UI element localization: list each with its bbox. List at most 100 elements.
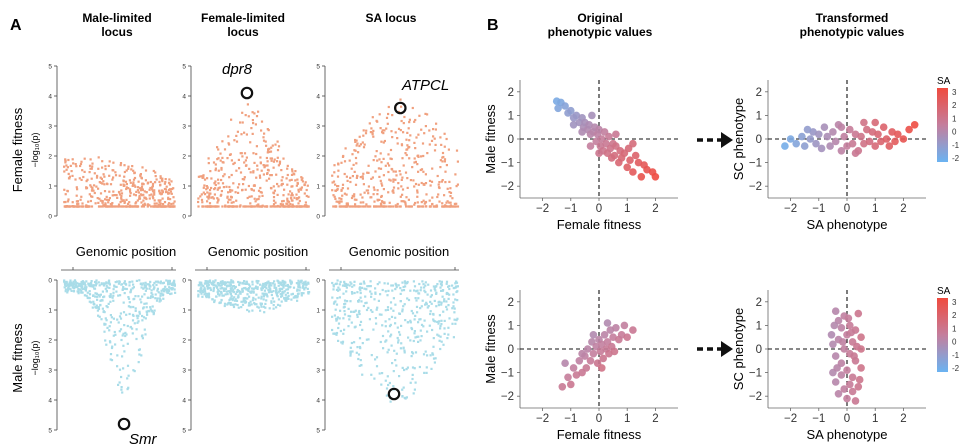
snp-point <box>400 200 403 203</box>
snp-point <box>408 157 411 160</box>
snp-point <box>231 280 234 283</box>
snp-point <box>412 339 415 343</box>
snp-point <box>344 147 347 150</box>
snp-point <box>161 205 165 208</box>
scatter-point <box>578 128 586 136</box>
snp-point <box>115 285 118 288</box>
snp-point <box>233 205 236 208</box>
snp-point <box>114 281 117 284</box>
snp-point <box>241 303 245 306</box>
snp-point <box>108 160 111 163</box>
snp-point <box>242 300 245 303</box>
snp-point <box>257 296 260 299</box>
snp-point <box>148 283 151 286</box>
snp-point <box>74 280 77 283</box>
snp-point <box>424 350 427 353</box>
snp-point <box>220 290 223 294</box>
snp-point <box>287 297 290 300</box>
snp-point <box>334 197 337 200</box>
snp-point <box>304 201 307 204</box>
scatter-point <box>830 321 839 330</box>
snp-point <box>407 321 410 324</box>
snp-point <box>161 180 164 183</box>
snp-point <box>76 188 79 191</box>
snp-point <box>112 334 115 337</box>
snp-point <box>223 148 227 151</box>
snp-point <box>265 282 268 285</box>
snp-point <box>444 170 447 173</box>
snp-point <box>211 205 214 208</box>
snp-point <box>415 290 418 293</box>
snp-point <box>291 194 294 197</box>
snp-point <box>209 287 212 290</box>
snp-point <box>334 183 337 186</box>
x-tick-label: 2 <box>900 413 906 425</box>
snp-point <box>437 304 440 307</box>
snp-point <box>69 284 72 287</box>
snp-point <box>162 297 165 300</box>
legend-tick-label: -1 <box>952 351 960 360</box>
snp-point <box>259 205 262 208</box>
snp-point <box>136 205 139 208</box>
snp-point <box>255 303 258 306</box>
legend-tick-label: -2 <box>952 154 960 163</box>
snp-point <box>129 290 132 293</box>
scatter-point <box>853 342 861 351</box>
snp-point <box>104 165 107 168</box>
y-tick-label: 4 <box>48 94 52 101</box>
snp-point <box>143 302 146 305</box>
snp-point <box>286 291 289 295</box>
snp-point <box>402 131 405 134</box>
snp-point <box>280 300 283 303</box>
snp-point <box>140 201 143 204</box>
snp-point <box>365 189 368 192</box>
snp-point <box>265 144 268 147</box>
snp-point <box>90 195 93 198</box>
snp-point <box>118 315 122 318</box>
snp-point <box>437 334 440 337</box>
snp-point <box>221 161 224 164</box>
y-tick-label: 2 <box>316 338 320 345</box>
snp-point <box>170 180 173 183</box>
snp-point <box>374 287 377 290</box>
snp-point <box>245 288 248 291</box>
col-title-male-limited-1: Male-limited <box>82 11 151 25</box>
scatter-point <box>637 173 646 181</box>
snp-point <box>352 310 355 313</box>
snp-point <box>403 396 406 399</box>
snp-point <box>338 202 341 205</box>
snp-point <box>125 198 128 201</box>
snp-point <box>236 186 240 189</box>
snp-point <box>134 205 137 208</box>
snp-point <box>239 121 242 124</box>
y-tick-label: −1 <box>501 368 514 380</box>
snp-point <box>278 205 281 208</box>
snp-point <box>240 133 243 136</box>
snp-point <box>157 291 160 294</box>
snp-point <box>217 199 220 202</box>
snp-point <box>439 159 442 162</box>
snp-point <box>359 205 362 208</box>
snp-point <box>165 185 168 188</box>
snp-point <box>390 284 393 287</box>
snp-point <box>89 167 92 170</box>
snp-point <box>429 289 433 292</box>
snp-point <box>276 140 279 143</box>
legend-tick-label: 1 <box>952 114 957 123</box>
snp-point <box>108 286 111 289</box>
snp-point <box>424 291 427 294</box>
snp-point <box>174 291 177 294</box>
snp-point <box>244 301 248 304</box>
snp-point <box>416 195 419 198</box>
y-tick-label: 1 <box>756 110 762 122</box>
snp-point <box>346 179 349 182</box>
snp-point <box>88 164 92 167</box>
snp-point <box>232 201 235 204</box>
snp-point <box>391 284 395 287</box>
snp-point <box>252 296 255 299</box>
snp-point <box>155 178 158 181</box>
y-tick-label: 5 <box>316 64 320 71</box>
snp-point <box>348 284 351 287</box>
snp-point <box>206 280 209 283</box>
snp-point <box>296 292 300 295</box>
